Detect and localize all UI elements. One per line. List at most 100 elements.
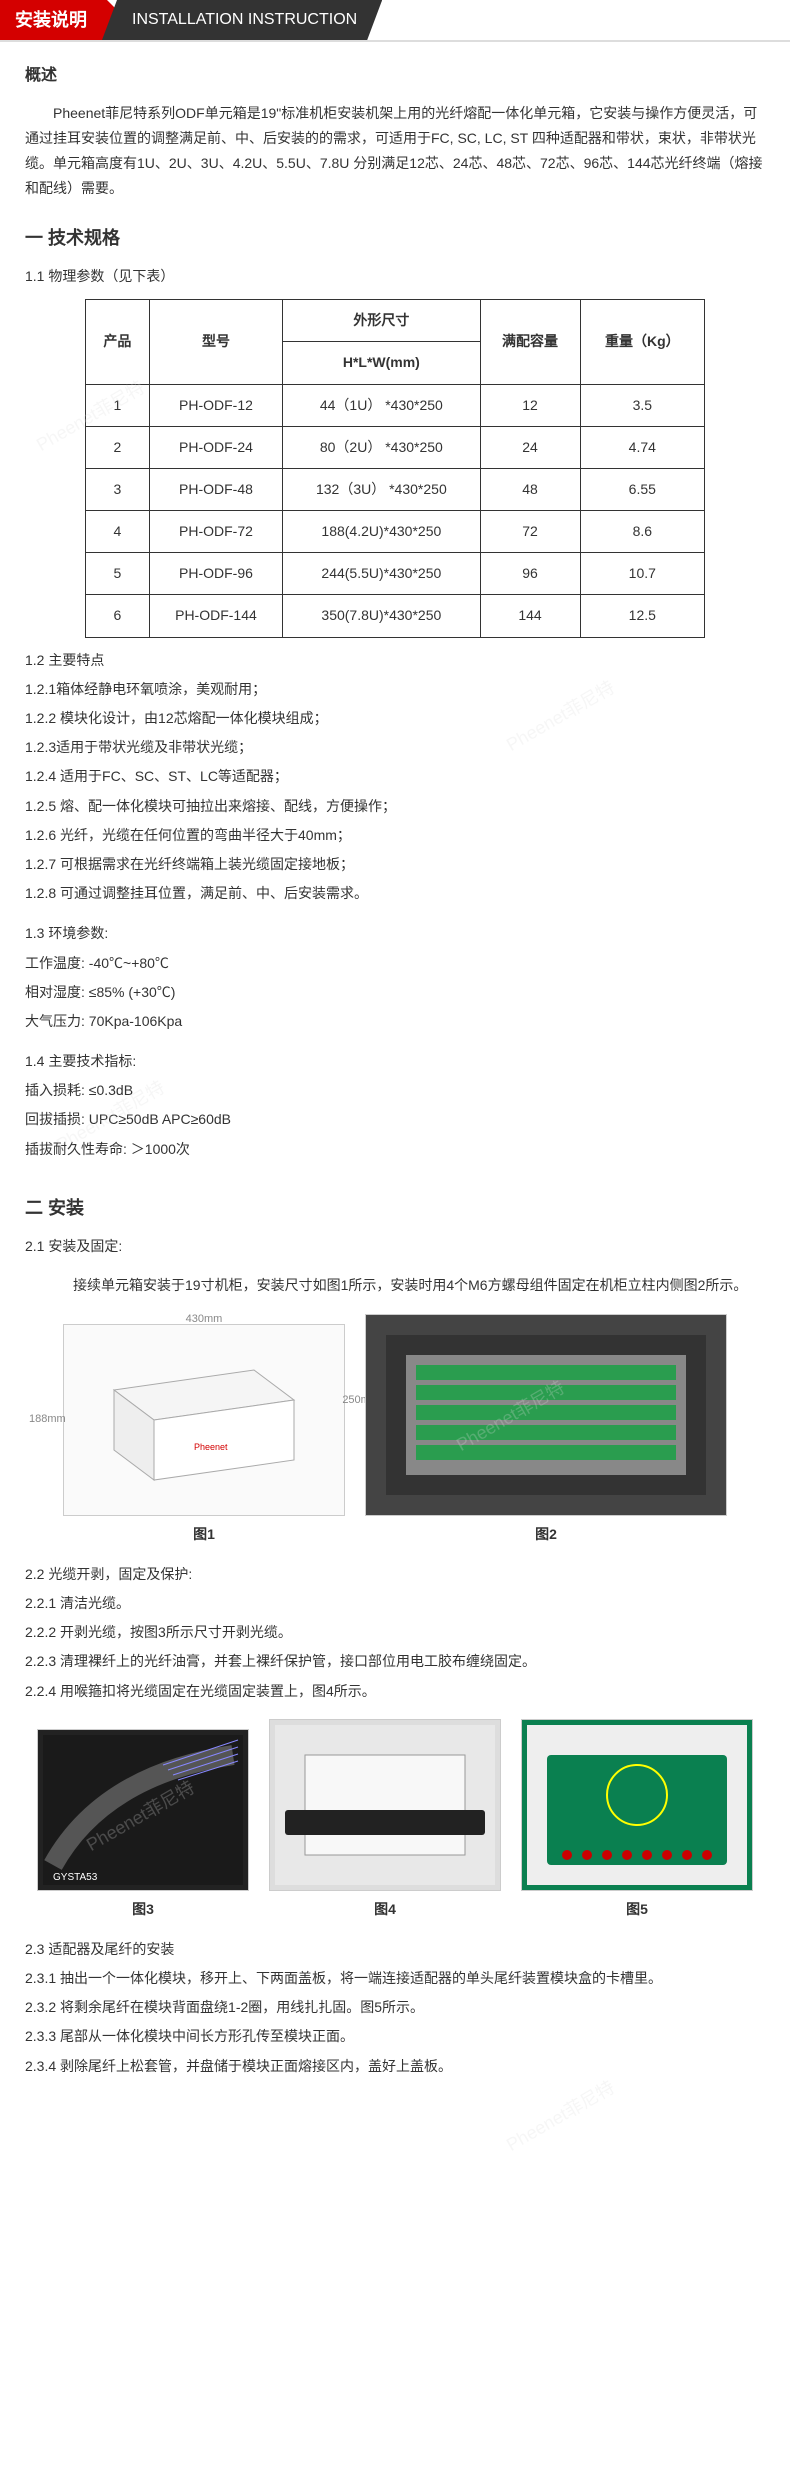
table-cell: 24	[480, 426, 580, 468]
table-cell: 10.7	[580, 553, 704, 595]
figure-1-image: 430mm 188mm 250mm Pheenet	[63, 1324, 345, 1516]
table-cell: 188(4.2U)*430*250	[283, 511, 480, 553]
fig5-label: 图5	[521, 1897, 753, 1922]
section-1-4: 1.4 主要技术指标:	[25, 1049, 765, 1074]
table-row: 3PH-ODF-48132（3U） *430*250486.55	[86, 468, 705, 510]
table-cell: 132（3U） *430*250	[283, 468, 480, 510]
table-cell: 48	[480, 468, 580, 510]
figure-3-image: GYSTA53	[37, 1729, 249, 1891]
feature-121: 1.2.1箱体经静电环氧喷涂，美观耐用；	[25, 677, 765, 702]
table-cell: 5	[86, 553, 150, 595]
table-cell: 1	[86, 384, 150, 426]
table-cell: 72	[480, 511, 580, 553]
header-title-cn: 安装说明	[0, 0, 107, 40]
step-231-a: 2.3.1 抽出一个一体化模块，移开上、下两面盖板，将一端连接适配器的单头尾纤装…	[25, 1966, 765, 1991]
overview-text: Pheenet菲尼特系列ODF单元箱是19"标准机柜安装机架上用的光纤熔配一体化…	[25, 101, 765, 202]
tech-loss: 插入损耗: ≤0.3dB	[25, 1078, 765, 1103]
header-bar: 安装说明 INSTALLATION INSTRUCTION	[0, 0, 790, 42]
feature-122: 1.2.2 模块化设计，由12芯熔配一体化模块组成；	[25, 706, 765, 731]
content-body: 概述 Pheenet菲尼特系列ODF单元箱是19"标准机柜安装机架上用的光纤熔配…	[0, 62, 790, 2079]
table-cell: 3.5	[580, 384, 704, 426]
th-weight: 重量（Kg）	[580, 300, 704, 384]
watermark: Pheenet菲尼特	[500, 2072, 621, 2161]
table-cell: 44（1U） *430*250	[283, 384, 480, 426]
table-cell: 4	[86, 511, 150, 553]
th-product: 产品	[86, 300, 150, 384]
overview-label: 概述	[25, 62, 765, 91]
spec-table: 产品 型号 外形尺寸 满配容量 重量（Kg） H*L*W(mm) 1PH-ODF…	[85, 299, 705, 638]
table-cell: 12.5	[580, 595, 704, 637]
tech-life: 插拔耐久性寿命: ＞1000次	[25, 1137, 765, 1162]
step-234: 2.3.4 剥除尾纤上松套管，并盘储于模块正面熔接区内，盖好上盖板。	[25, 2054, 765, 2079]
table-cell: PH-ODF-72	[149, 511, 283, 553]
fig3-label: 图3	[37, 1897, 249, 1922]
section1-heading: 一 技术规格	[25, 222, 765, 254]
section-2-1-text: 接续单元箱安装于19寸机柜，安装尺寸如图1所示，安装时用4个M6方螺母组件固定在…	[45, 1273, 765, 1298]
table-cell: 244(5.5U)*430*250	[283, 553, 480, 595]
step-224: 2.2.4 用喉箍扣将光缆固定在光缆固定装置上，图4所示。	[25, 1679, 765, 1704]
table-cell: 6	[86, 595, 150, 637]
env-temp: 工作温度: -40℃~+80℃	[25, 951, 765, 976]
table-header-row: 产品 型号 外形尺寸 满配容量 重量（Kg）	[86, 300, 705, 342]
table-cell: 96	[480, 553, 580, 595]
figure-4-image	[269, 1719, 501, 1891]
table-row: 1PH-ODF-1244（1U） *430*250123.5	[86, 384, 705, 426]
figure-4-box: 图4	[269, 1719, 501, 1922]
table-cell: PH-ODF-24	[149, 426, 283, 468]
figure-2-image	[365, 1314, 727, 1516]
table-cell: 2	[86, 426, 150, 468]
env-press: 大气压力: 70Kpa-106Kpa	[25, 1009, 765, 1034]
table-row: 4PH-ODF-72188(4.2U)*430*250728.6	[86, 511, 705, 553]
section-2-3: 2.3 适配器及尾纤的安装	[25, 1937, 765, 1962]
feature-127: 1.2.7 可根据需求在光纤终端箱上装光缆固定接地板；	[25, 852, 765, 877]
tech-return: 回拔插损: UPC≥50dB APC≥60dB	[25, 1107, 765, 1132]
svg-text:Pheenet: Pheenet	[194, 1442, 228, 1452]
table-row: 6PH-ODF-144350(7.8U)*430*25014412.5	[86, 595, 705, 637]
fig1-label: 图1	[63, 1522, 345, 1547]
table-cell: 8.6	[580, 511, 704, 553]
table-row: 2PH-ODF-2480（2U） *430*250244.74	[86, 426, 705, 468]
feature-128: 1.2.8 可通过调整挂耳位置，满足前、中、后安装需求。	[25, 881, 765, 906]
section-1-2: 1.2 主要特点	[25, 648, 765, 673]
table-cell: PH-ODF-96	[149, 553, 283, 595]
th-dims-sub: H*L*W(mm)	[283, 342, 480, 384]
table-cell: 80（2U） *430*250	[283, 426, 480, 468]
table-cell: 3	[86, 468, 150, 510]
section-1-3: 1.3 环境参数:	[25, 921, 765, 946]
section2-heading: 二 安装	[25, 1192, 765, 1224]
figure-5-box: 图5	[521, 1719, 753, 1922]
th-dims-top: 外形尺寸	[283, 300, 480, 342]
step-232: 2.3.2 将剩余尾纤在模块背面盘绕1-2圈，用线扎扎固。图5所示。	[25, 1995, 765, 2020]
feature-124: 1.2.4 适用于FC、SC、ST、LC等适配器；	[25, 764, 765, 789]
table-row: 5PH-ODF-96244(5.5U)*430*2509610.7	[86, 553, 705, 595]
figure-5-image	[521, 1719, 753, 1891]
fig2-label: 图2	[365, 1522, 727, 1547]
svg-text:GYSTA53: GYSTA53	[53, 1872, 98, 1883]
section-1-1: 1.1 物理参数（见下表）	[25, 264, 765, 289]
step-223: 2.2.3 清理裸纤上的光纤油膏，并套上裸纤保护管，接口部位用电工胶布缠绕固定。	[25, 1649, 765, 1674]
table-cell: PH-ODF-144	[149, 595, 283, 637]
table-cell: 144	[480, 595, 580, 637]
table-cell: 4.74	[580, 426, 704, 468]
table-cell: 12	[480, 384, 580, 426]
th-model: 型号	[149, 300, 283, 384]
table-cell: PH-ODF-48	[149, 468, 283, 510]
figure-1-box: 430mm 188mm 250mm Pheenet 图1	[63, 1324, 345, 1547]
fig1-dim-h: 188mm	[29, 1410, 66, 1430]
figures-row-1: 430mm 188mm 250mm Pheenet 图1	[25, 1314, 765, 1547]
table-cell: 6.55	[580, 468, 704, 510]
section-2-1: 2.1 安装及固定:	[25, 1234, 765, 1259]
feature-123: 1.2.3适用于带状光缆及非带状光缆；	[25, 735, 765, 760]
figure-3-box: GYSTA53 图3	[37, 1729, 249, 1922]
step-233: 2.3.3 尾部从一体化模块中间长方形孔传至模块正面。	[25, 2024, 765, 2049]
table-cell: PH-ODF-12	[149, 384, 283, 426]
header-title-en: INSTALLATION INSTRUCTION	[102, 0, 382, 40]
fig1-dim-w: 430mm	[186, 1310, 223, 1330]
figures-row-2: GYSTA53 图3 图4	[25, 1719, 765, 1922]
env-humid: 相对湿度: ≤85% (+30℃)	[25, 980, 765, 1005]
figure-2-box: 图2	[365, 1314, 727, 1547]
table-cell: 350(7.8U)*430*250	[283, 595, 480, 637]
step-221: 2.2.1 清洁光缆。	[25, 1591, 765, 1616]
step-222: 2.2.2 开剥光缆，按图3所示尺寸开剥光缆。	[25, 1620, 765, 1645]
fig4-label: 图4	[269, 1897, 501, 1922]
